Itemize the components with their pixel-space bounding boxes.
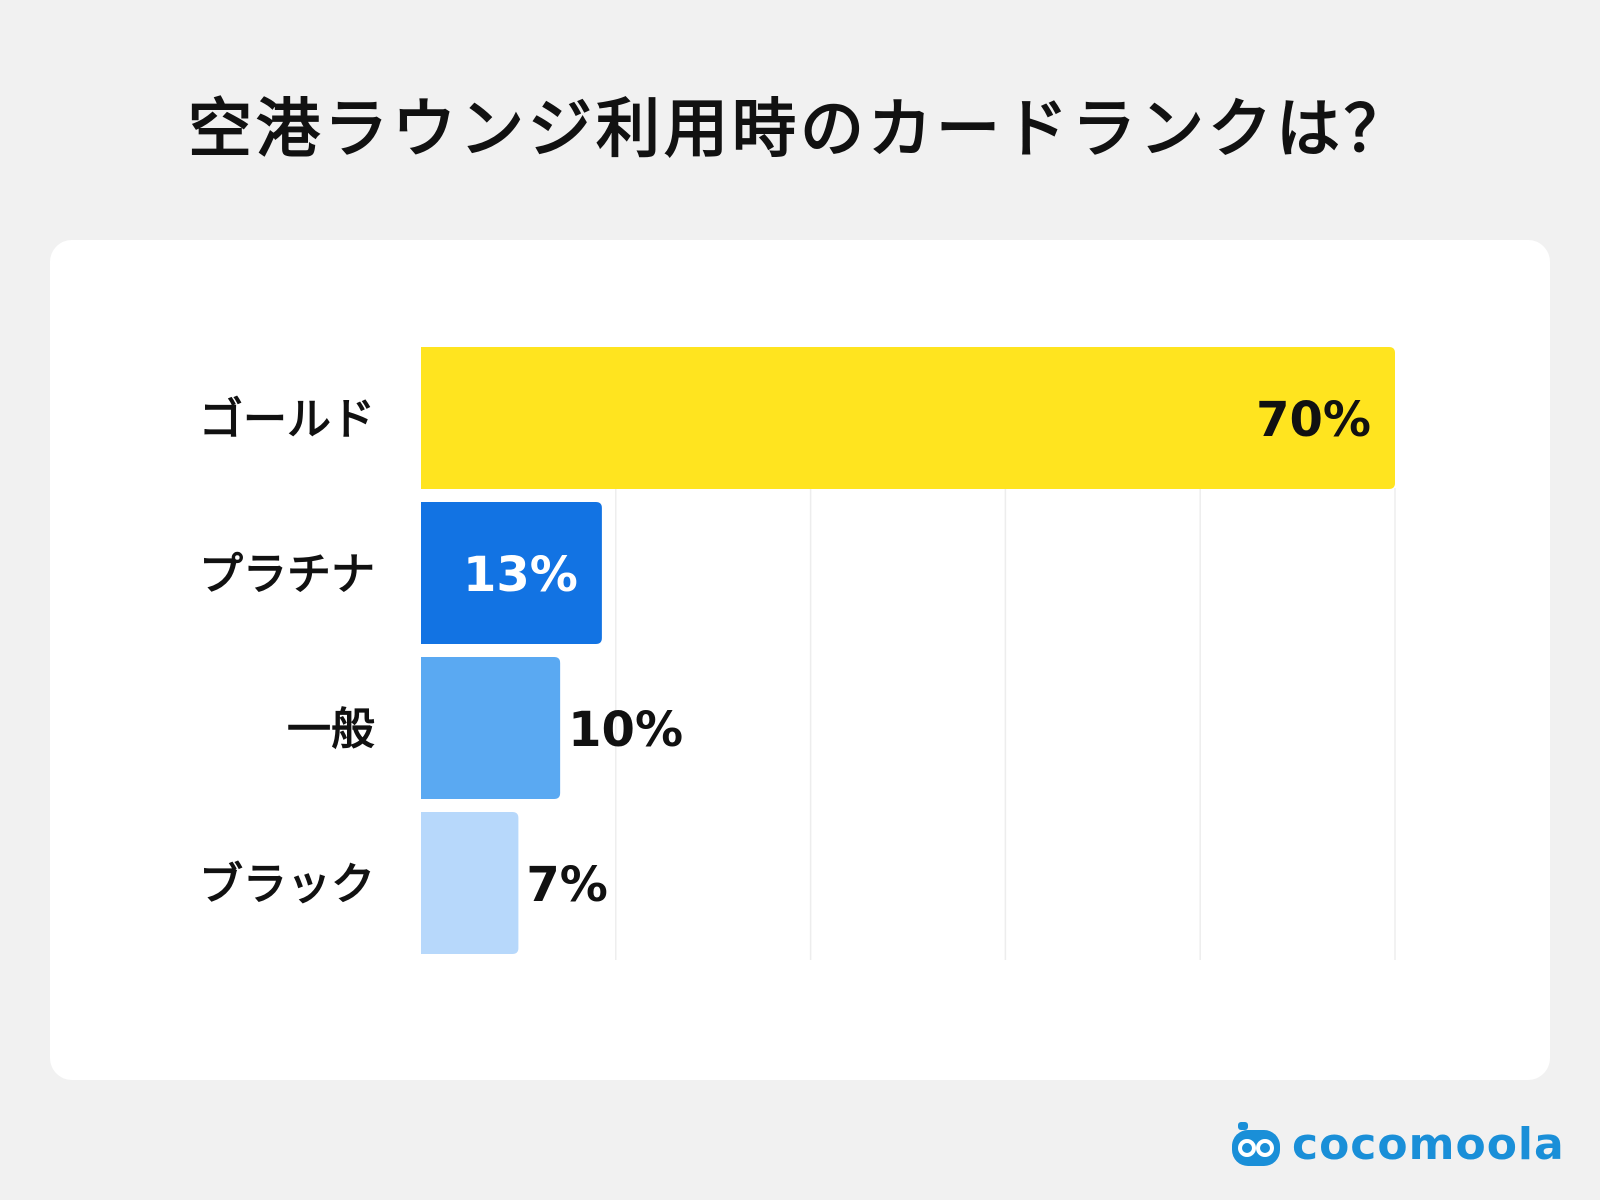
bar	[421, 812, 519, 954]
category-label: ブラック	[199, 859, 375, 910]
value-label: 7%	[526, 857, 608, 913]
category-label: 一般	[287, 704, 375, 755]
value-label: 13%	[463, 547, 578, 603]
brand-logo: cocomoola	[1228, 1116, 1565, 1172]
value-label: 10%	[568, 702, 683, 758]
category-label: プラチナ	[199, 549, 375, 600]
brand-name: cocomoola	[1292, 1118, 1565, 1170]
value-labels: 70% 13% 10% 7%	[463, 392, 1371, 913]
robot-face-icon	[1232, 1122, 1280, 1166]
bar	[421, 347, 1395, 489]
value-label: 70%	[1256, 392, 1371, 448]
bars	[421, 347, 1395, 954]
bar	[421, 657, 561, 799]
bar	[421, 502, 602, 644]
grid-lines	[615, 488, 1396, 960]
chart-title: 空港ラウンジ利用時のカードランクは？	[188, 93, 1412, 167]
category-label: ゴールド	[199, 394, 375, 445]
